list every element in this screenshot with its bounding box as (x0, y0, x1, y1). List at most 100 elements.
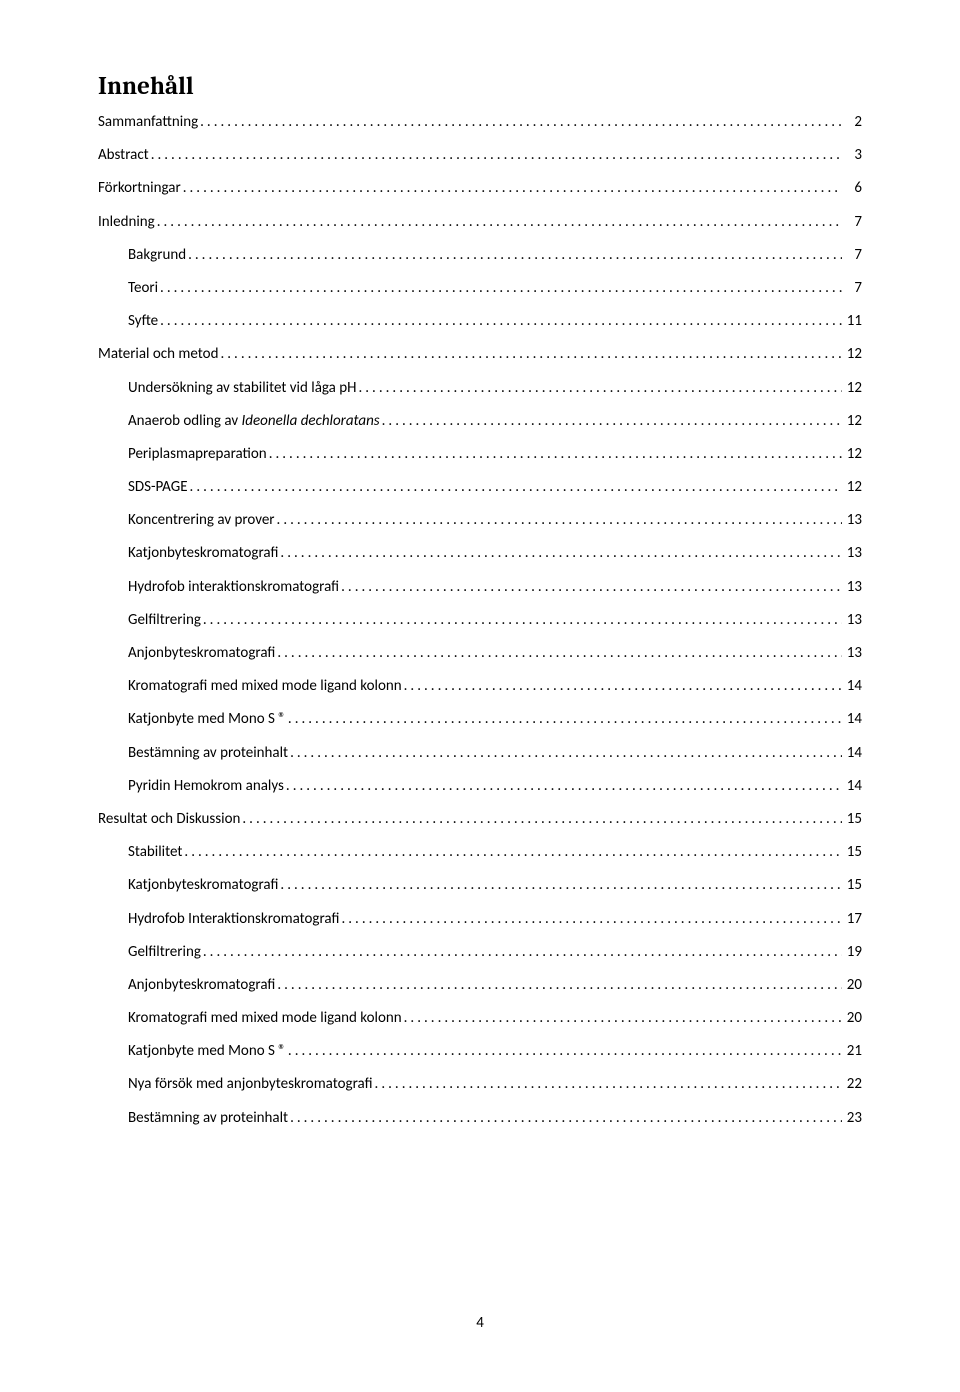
toc-entry-label: Kromatografi med mixed mode ligand kolon… (128, 679, 402, 694)
toc-entry-label: Stabilitet (128, 845, 182, 860)
toc-leader-dots (158, 314, 842, 329)
toc-entry-label: Bestämning av proteinhalt (128, 746, 288, 761)
toc-entry-page: 22 (842, 1077, 862, 1092)
toc-entry-label: Anjonbyteskromatografi (128, 978, 275, 993)
toc-entry-page: 12 (842, 414, 862, 429)
toc-leader-dots (186, 248, 842, 263)
toc-leader-dots (402, 1011, 842, 1026)
toc-entry-page: 21 (842, 1044, 862, 1059)
toc-entry-label: Koncentrering av prover (128, 513, 275, 528)
toc-entry-label: Anjonbyteskromatografi (128, 646, 275, 661)
document-page: Innehåll Sammanfattning 2 Abstract 3 Förkort… (0, 0, 960, 1392)
toc-entry: Förkortningar6 (98, 181, 862, 196)
toc-entry-page: 13 (842, 613, 862, 628)
toc-leader-dots (288, 746, 842, 761)
toc-entry-page: 7 (842, 281, 862, 296)
toc-entry-page: 19 (842, 945, 862, 960)
toc-leader-dots (278, 546, 842, 561)
toc-entry-label: Gelfiltrering (128, 613, 201, 628)
page-number: 4 (0, 1314, 960, 1332)
toc-entry-label: Hydrofob Interaktionskromatografi (128, 912, 339, 927)
toc-entry-label: Pyridin Hemokrom analys (128, 779, 284, 794)
toc-entry: Gelfiltrering 13 (98, 613, 862, 628)
toc-entry: Koncentrering av prover 13 (98, 513, 862, 528)
toc-entry: Anjonbyteskromatografi 20 (98, 978, 862, 993)
toc-entry-page: 13 (842, 513, 862, 528)
toc-entry-label: Undersökning av stabilitet vid låga pH (128, 381, 356, 396)
toc-leader-dots (275, 513, 842, 528)
toc-entry: Bestämning av proteinhalt 14 (98, 746, 862, 761)
toc-leader-dots (402, 679, 842, 694)
toc-leader-dots (339, 580, 842, 595)
toc-entry-page: 23 (842, 1111, 862, 1126)
toc-entry-page: 7 (842, 215, 862, 230)
toc-leader-dots (373, 1077, 842, 1092)
toc-entry: Katjonbyteskromatografi15 (98, 878, 862, 893)
toc-leader-dots (155, 215, 842, 230)
toc-entry: Undersökning av stabilitet vid låga pH 12 (98, 381, 862, 396)
toc-entry-page: 12 (842, 381, 862, 396)
toc-entry: Kromatografi med mixed mode ligand kolon… (98, 679, 862, 694)
toc-entry-page: 12 (842, 347, 862, 362)
toc-leader-dots (284, 779, 842, 794)
toc-leader-dots (286, 712, 842, 727)
toc-entry: Sammanfattning 2 (98, 115, 862, 130)
toc-entry: Teori 7 (98, 281, 862, 296)
toc-leader-dots (218, 347, 842, 362)
toc-entry-label: SDS-PAGE (128, 480, 188, 495)
toc-entry-label: Syfte (128, 314, 158, 329)
toc-entry: Abstract 3 (98, 148, 862, 163)
toc-entry-label: Periplasmapreparation (128, 447, 267, 462)
toc-entry: Bestämning av proteinhalt 23 (98, 1111, 862, 1126)
toc-leader-dots (198, 115, 842, 130)
toc-entry: Material och metod 12 (98, 347, 862, 362)
toc-entry-label: Katjonbyte med Mono S ® (128, 1044, 286, 1059)
toc-entry-page: 13 (842, 580, 862, 595)
toc-entry-label: Gelfiltrering (128, 945, 201, 960)
toc-entry-page: 6 (842, 181, 862, 196)
toc-entry-page: 7 (842, 248, 862, 263)
toc-entry-page: 12 (842, 447, 862, 462)
toc-entry-label: Resultat och Diskussion (98, 812, 240, 827)
toc-leader-dots (267, 447, 842, 462)
toc-entry-page: 3 (842, 148, 862, 163)
toc-entry-label: Teori (128, 281, 158, 296)
toc-entry: Katjonbyte med Mono S ®14 (98, 712, 862, 727)
toc-entry: Periplasmapreparation 12 (98, 447, 862, 462)
toc-entry-label: Nya försök med anjonbyteskromatografi (128, 1077, 373, 1092)
toc-entry-page: 14 (842, 679, 862, 694)
toc-entry: Kromatografi med mixed mode ligand kolon… (98, 1011, 862, 1026)
toc-leader-dots (240, 812, 842, 827)
toc-entry-label: Kromatografi med mixed mode ligand kolon… (128, 1011, 402, 1026)
toc-entry-page: 20 (842, 978, 862, 993)
toc-leader-dots (158, 281, 842, 296)
toc-leader-dots (356, 381, 842, 396)
toc-entry-label: Sammanfattning (98, 115, 198, 130)
toc-entry-page: 14 (842, 746, 862, 761)
toc-leader-dots (380, 414, 842, 429)
toc-entry-label: Bestämning av proteinhalt (128, 1111, 288, 1126)
toc-entry-label: Material och metod (98, 347, 218, 362)
toc-entry: Anjonbyteskromatografi 13 (98, 646, 862, 661)
toc-entry-page: 2 (842, 115, 862, 130)
toc-entry: Resultat och Diskussion15 (98, 812, 862, 827)
toc-entry-page: 13 (842, 646, 862, 661)
toc-leader-dots (188, 480, 842, 495)
toc-entry-label: Abstract (98, 148, 149, 163)
table-of-contents: Sammanfattning 2 Abstract 3 Förkortningar6 In… (98, 115, 862, 1126)
toc-leader-dots (201, 613, 842, 628)
toc-entry: Bakgrund7 (98, 248, 862, 263)
toc-title: Innehåll (98, 72, 862, 101)
toc-entry: Hydrofob interaktionskromatografi13 (98, 580, 862, 595)
toc-leader-dots (182, 845, 842, 860)
toc-entry-label: Katjonbyteskromatografi (128, 878, 278, 893)
toc-entry-page: 15 (842, 845, 862, 860)
toc-entry-page: 13 (842, 546, 862, 561)
toc-entry: Syfte 11 (98, 314, 862, 329)
toc-entry-page: 11 (842, 314, 862, 329)
toc-entry-label: Inledning (98, 215, 155, 230)
toc-entry: Nya försök med anjonbyteskromatografi 22 (98, 1077, 862, 1092)
toc-entry-label: Katjonbyteskromatografi (128, 546, 278, 561)
toc-entry-page: 17 (842, 912, 862, 927)
toc-leader-dots (149, 148, 842, 163)
